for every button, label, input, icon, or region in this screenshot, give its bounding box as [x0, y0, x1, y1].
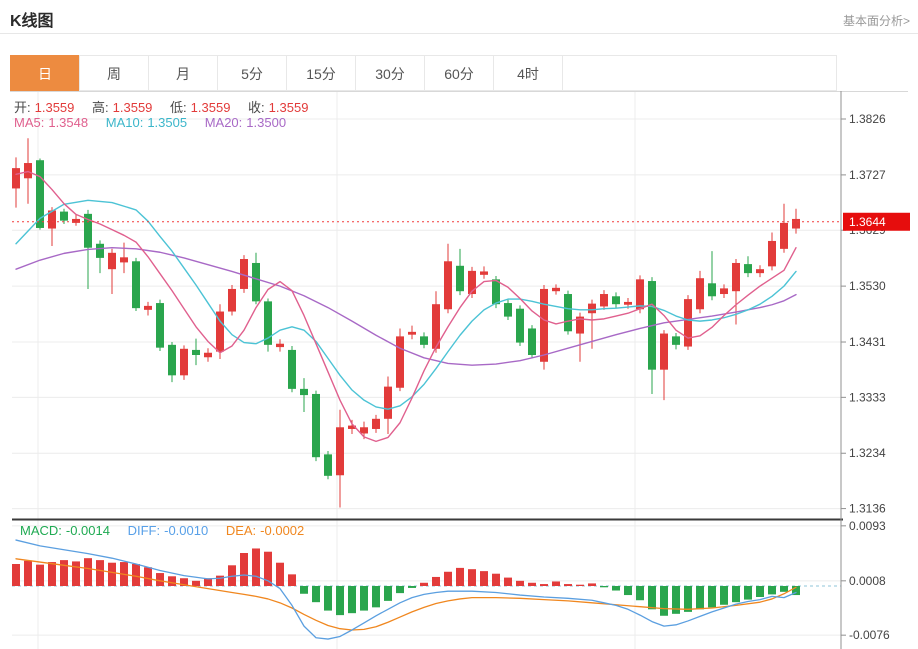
tab-interval-1[interactable]: 周 — [79, 55, 149, 91]
svg-text:0.0093: 0.0093 — [849, 519, 886, 533]
tab-interval-4[interactable]: 15分 — [286, 55, 356, 91]
close-label: 收: — [248, 100, 265, 115]
macd-legend: MACD: -0.0014 DIFF: -0.0010 DEA: -0.0002 — [20, 523, 308, 538]
ma-legend: MA5: 1.3548 MA10: 1.3505 MA20: 1.3500 — [14, 115, 290, 130]
svg-text:-0.0076: -0.0076 — [849, 628, 890, 642]
tab-interval-5[interactable]: 30分 — [355, 55, 425, 91]
macd-value: -0.0014 — [65, 523, 110, 538]
page-header: K线图 基本面分析> — [0, 0, 918, 34]
tab-interval-2[interactable]: 月 — [148, 55, 218, 91]
tab-interval-0[interactable]: 日 — [10, 55, 80, 91]
svg-text:1.3431: 1.3431 — [849, 335, 886, 349]
current-price-value: 1.3644 — [849, 215, 886, 229]
ohlc-quote-bar: 开: 1.3559 高: 1.3559 低: 1.3559 收: 1.3559 — [14, 97, 312, 116]
high-value: 1.3559 — [112, 100, 153, 115]
tab-interval-3[interactable]: 5分 — [217, 55, 287, 91]
candlestick-chart-canvas[interactable]: 1.38261.37271.36291.35301.34311.33331.32… — [0, 91, 918, 649]
high-label: 高: — [92, 100, 109, 115]
low-value: 1.3559 — [190, 100, 231, 115]
svg-text:1.3333: 1.3333 — [849, 390, 886, 404]
dea-label: DEA: — [225, 523, 257, 538]
tab-interval-6[interactable]: 60分 — [424, 55, 494, 91]
diff-label: DIFF: — [127, 523, 161, 538]
svg-text:1.3136: 1.3136 — [849, 502, 886, 516]
current-price-badge — [843, 212, 910, 231]
svg-text:0.0008: 0.0008 — [849, 574, 886, 588]
svg-text:1.3727: 1.3727 — [849, 168, 886, 182]
macd-label: MACD: — [20, 523, 62, 538]
svg-text:1.3234: 1.3234 — [849, 446, 886, 460]
fundamental-analysis-link[interactable]: 基本面分析> — [842, 14, 910, 28]
svg-text:1.3530: 1.3530 — [849, 279, 886, 293]
svg-text:1.3826: 1.3826 — [849, 112, 886, 126]
tab-interval-7[interactable]: 4时 — [493, 55, 563, 91]
diff-value: -0.0010 — [164, 523, 209, 538]
ma10-value: 1.3505 — [147, 115, 188, 130]
tab-bar-filler — [562, 55, 837, 91]
interval-tab-bar: 日周月 5分 15分 30分 60分 4时 — [10, 55, 837, 91]
dea-value: -0.0002 — [260, 523, 305, 538]
open-label: 开: — [14, 100, 31, 115]
close-value: 1.3559 — [268, 100, 309, 115]
open-value: 1.3559 — [34, 100, 75, 115]
ma5-label: MA5: — [14, 115, 45, 130]
low-label: 低: — [170, 100, 187, 115]
ma20-value: 1.3500 — [246, 115, 287, 130]
page-title: K线图 — [10, 13, 54, 30]
ma5-value: 1.3548 — [48, 115, 89, 130]
ma20-label: MA20: — [204, 115, 243, 130]
ma10-label: MA10: — [105, 115, 144, 130]
